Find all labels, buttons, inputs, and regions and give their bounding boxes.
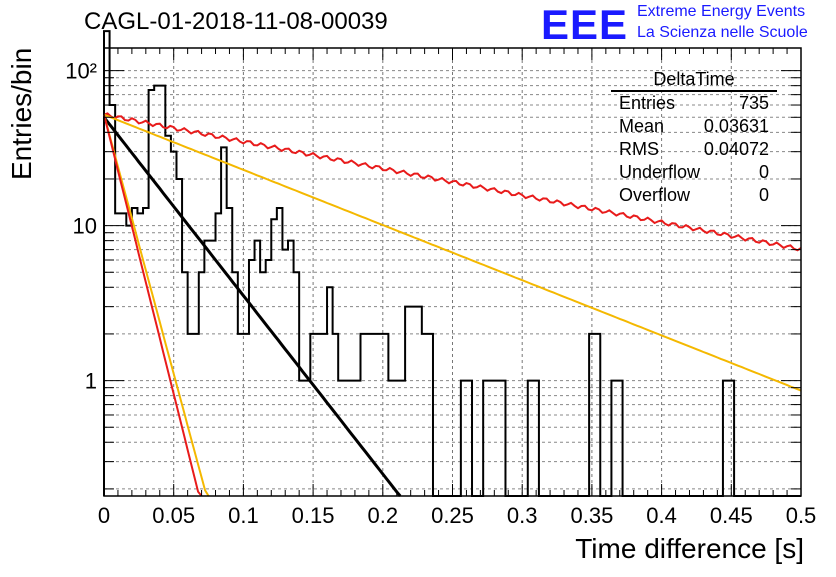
stats-title: DeltaTime (611, 68, 777, 92)
stats-value: 0.04072 (703, 139, 769, 159)
y-axis-label: Entries/bin (6, 47, 37, 180)
eee-logo-line1: Extreme Energy Events (637, 3, 806, 20)
fit-curve-3 (103, 114, 210, 497)
y-tick-label: 1 (85, 369, 97, 394)
x-tick-label: 0.5 (786, 503, 817, 528)
stats-value: 0.03631 (703, 116, 769, 136)
x-tick-label: 0.25 (431, 503, 474, 528)
stats-row-rms: RMS 0.04072 (611, 138, 777, 161)
chart-title: CAGL-01-2018-11-08-00039 (84, 8, 388, 35)
stats-row-overflow: Overflow 0 (611, 184, 777, 207)
stats-row-entries: Entries 735 (611, 92, 777, 115)
stats-value: 0 (758, 185, 769, 205)
x-tick-label: 0.2 (368, 503, 399, 528)
fit-curve-2 (103, 113, 802, 392)
eee-logo: EEE (541, 1, 629, 48)
x-tick-label: 0.35 (570, 503, 613, 528)
fit-curve-1 (103, 112, 802, 252)
x-axis-label: Time difference [s] (575, 533, 804, 564)
stats-row-underflow: Underflow 0 (611, 161, 777, 184)
y-tick-label: 10² (65, 59, 97, 84)
eee-logo-line2: La Scienza nelle Scuole (637, 24, 808, 41)
x-tick-label: 0.05 (152, 503, 195, 528)
y-tick-label: 10 (73, 214, 97, 239)
fit-curve-4 (103, 114, 203, 497)
x-tick-label: 0 (98, 503, 110, 528)
stats-label: Overflow (619, 185, 691, 205)
x-tick-label: 0.45 (710, 503, 753, 528)
x-tick-label: 0.1 (228, 503, 259, 528)
stats-label: Mean (619, 116, 665, 136)
stats-label: Entries (619, 93, 676, 113)
stats-label: RMS (619, 139, 659, 159)
stats-label: Underflow (619, 162, 701, 182)
x-tick-label: 0.15 (292, 503, 335, 528)
fit-curve-0 (102, 116, 402, 497)
stats-value: 0 (758, 162, 769, 182)
stats-value: 735 (738, 93, 769, 113)
stats-box: DeltaTime Entries 735 Mean 0.03631 RMS 0.04… (611, 68, 777, 207)
x-tick-label: 0.3 (507, 503, 538, 528)
x-tick-label: 0.4 (646, 503, 677, 528)
stats-row-mean: Mean 0.03631 (611, 115, 777, 138)
